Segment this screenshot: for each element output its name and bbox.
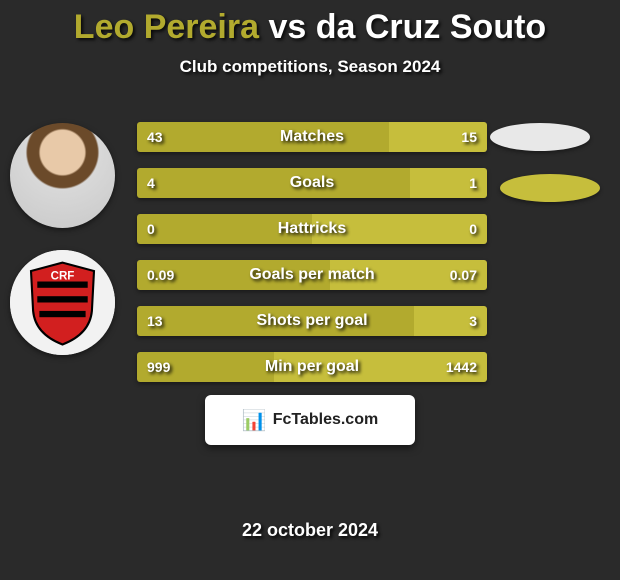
title-player1: Leo Pereira — [74, 8, 259, 46]
stat-label: Goals per match — [137, 260, 487, 290]
pill-indicator-2 — [500, 174, 600, 202]
stat-value-left: 43 — [147, 122, 163, 152]
stat-row: Goals per match0.09 0.07 — [137, 260, 487, 290]
footer-site: FcTables.com — [273, 411, 379, 429]
footer-badge[interactable]: 📊 FcTables.com — [205, 395, 415, 445]
pill-indicator-1 — [490, 123, 590, 151]
stat-label: Shots per goal — [137, 306, 487, 336]
stat-row: Min per goal999 1442 — [137, 352, 487, 382]
stat-label: Matches — [137, 122, 487, 152]
stat-value-right: 3 — [469, 306, 477, 336]
title-player2: da Cruz Souto — [316, 8, 546, 46]
stat-value-right: 0.07 — [450, 260, 477, 290]
stat-value-left: 4 — [147, 168, 155, 198]
stat-value-right: 15 — [461, 122, 477, 152]
stat-row: Hattricks0 0 — [137, 214, 487, 244]
stat-value-left: 999 — [147, 352, 170, 382]
player-avatar — [10, 123, 115, 228]
stat-label: Min per goal — [137, 352, 487, 382]
stat-label: Hattricks — [137, 214, 487, 244]
club-avatar: CRF — [10, 250, 115, 355]
stat-row: Matches43 15 — [137, 122, 487, 152]
stat-value-right: 1 — [469, 168, 477, 198]
subtitle: Club competitions, Season 2024 — [0, 57, 620, 77]
title-vs: vs — [268, 8, 306, 46]
stat-label: Goals — [137, 168, 487, 198]
stat-value-right: 1442 — [446, 352, 477, 382]
stat-value-right: 0 — [469, 214, 477, 244]
stat-value-left: 13 — [147, 306, 163, 336]
stat-value-left: 0 — [147, 214, 155, 244]
stat-row: Shots per goal13 3 — [137, 306, 487, 336]
chart-icon: 📊 — [242, 408, 267, 433]
date: 22 october 2024 — [0, 520, 620, 541]
svg-text:CRF: CRF — [51, 270, 75, 282]
avatars: CRF — [10, 123, 115, 377]
stat-row: Goals4 1 — [137, 168, 487, 198]
stat-value-left: 0.09 — [147, 260, 174, 290]
page-title: Leo Pereira vs da Cruz Souto — [0, 0, 620, 47]
stat-rows: Matches43 15 Goals4 1 Hattricks0 0 Goals per m… — [137, 122, 487, 398]
